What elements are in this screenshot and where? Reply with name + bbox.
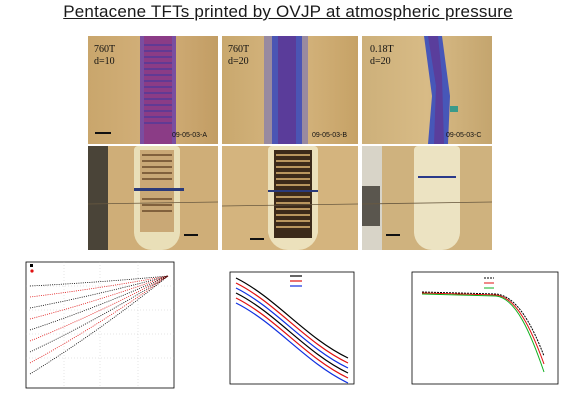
- plot2-legend: [290, 275, 302, 287]
- plot2-frame: [229, 271, 355, 385]
- plot1-curve: [29, 275, 169, 342]
- device-photo-b-image: [222, 146, 358, 250]
- plot1-curve: [29, 275, 169, 364]
- plot3-legend: [484, 277, 494, 289]
- micrograph-a-distance: d=10: [94, 56, 115, 67]
- plot3-curve: [421, 293, 545, 373]
- plot1-series: [29, 275, 169, 375]
- plot1-curve: [29, 275, 169, 309]
- plot2-curve: [235, 292, 349, 374]
- micrograph-a-sample-id: 09-05-03-A: [172, 132, 208, 139]
- micrograph-c-sample-id: 09-05-03-C: [446, 132, 482, 139]
- plot1-legend-marker-red: [30, 269, 34, 273]
- plot1-curve: [29, 275, 169, 353]
- micrograph-a: 760T d=10 09-05-03-A: [88, 36, 218, 144]
- plot-output-curves: [196, 262, 374, 415]
- plot-mobility-svg: [411, 271, 559, 385]
- device-photo-a: [88, 146, 218, 250]
- device-photo-c: [362, 146, 492, 250]
- figure-title: Pentacene TFTs printed by OVJP at atmosp…: [63, 2, 513, 21]
- plot-transfer-curves: [0, 256, 180, 415]
- plot1-legend-marker-black: [30, 264, 33, 267]
- micrograph-b-pressure: 760T: [228, 44, 250, 55]
- plot2-curve: [235, 277, 349, 359]
- plot1-grid: [26, 262, 174, 388]
- micrograph-b-sample-id: 09-05-03-B: [312, 132, 348, 139]
- plot1-curve: [29, 275, 169, 287]
- device-photo-c-image: [362, 146, 492, 250]
- device-photo-b: [222, 146, 358, 250]
- micrograph-c-distance: d=20: [370, 56, 391, 67]
- plot-output-curves-svg: [229, 271, 355, 385]
- plot3-curve: [421, 291, 545, 357]
- micrograph-c-pressure: 0.18T: [370, 44, 394, 55]
- plot1-curve: [29, 275, 169, 320]
- plot2-curve: [235, 297, 349, 379]
- micrograph-a-image: [88, 36, 218, 144]
- micrograph-b: 760T d=20 09-05-03-B: [222, 36, 358, 144]
- micrograph-a-scale-bar: [95, 132, 111, 134]
- plot-mobility: [386, 262, 566, 415]
- plot3-series: [421, 291, 545, 373]
- device-photo-a-image: [88, 146, 218, 250]
- plot2-curve: [235, 282, 349, 364]
- plot2-curve: [235, 302, 349, 384]
- micrograph-c-image: [362, 36, 492, 144]
- micrograph-a-pressure: 760T: [94, 44, 116, 55]
- plot1-curve: [29, 275, 169, 298]
- plot1-curve: [29, 275, 169, 375]
- plot-transfer-curves-svg: [25, 261, 175, 389]
- micrograph-b-image: [222, 36, 358, 144]
- plot2-curve: [235, 287, 349, 369]
- plot1-legend: [30, 264, 34, 273]
- plot3-frame: [411, 271, 559, 385]
- micrograph-c: 0.18T d=20 09-05-03-C: [362, 36, 492, 144]
- plot2-series: [235, 277, 349, 384]
- plot1-curve: [29, 275, 169, 331]
- plot3-curve: [421, 292, 545, 365]
- micrograph-b-distance: d=20: [228, 56, 249, 67]
